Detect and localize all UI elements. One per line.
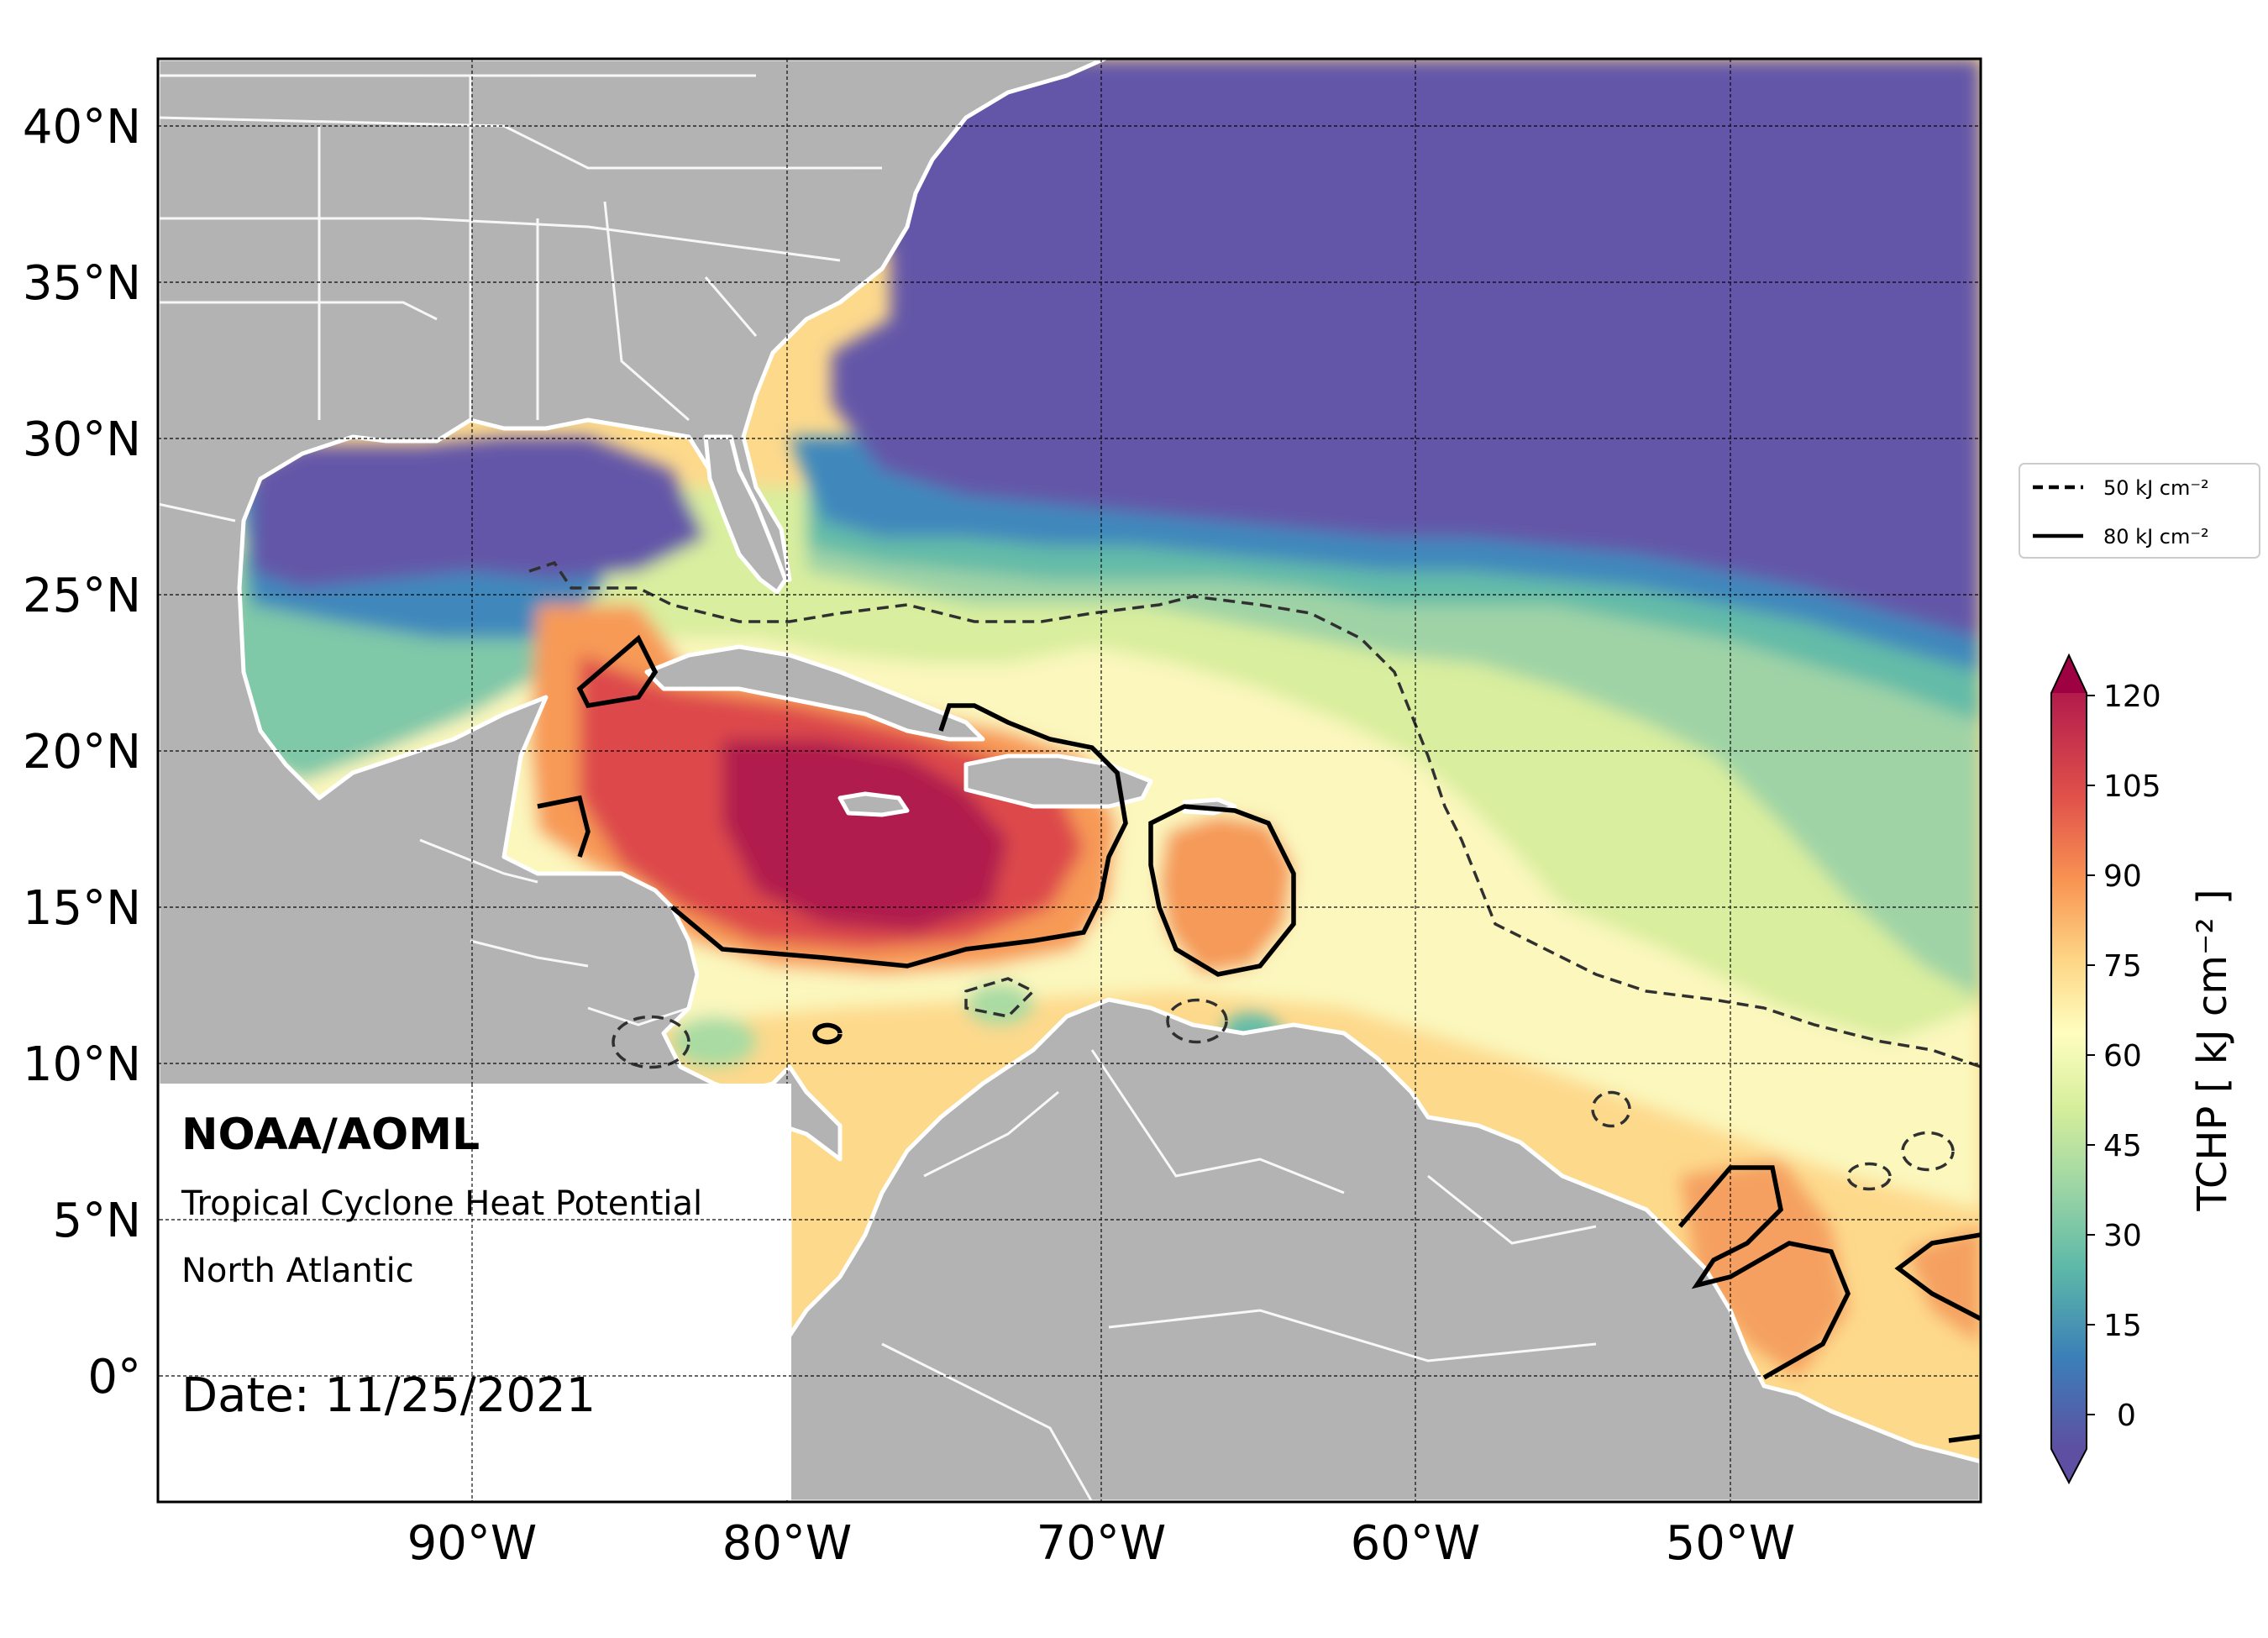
lon-tick-label: 80°W [722,1516,853,1571]
colorbar-bottom-arrow [2051,1449,2087,1483]
land-hispaniola [963,753,1153,809]
tchp-caribbean-crimson [722,739,1008,932]
tchp-green-pocket-1 [672,1016,756,1067]
lat-tick-label: 35°N [23,256,141,311]
figure-subtitle-1: Tropical Cyclone Heat Potential [181,1184,702,1223]
lon-axis: 90°W 80°W 70°W 60°W 50°W [407,1516,1796,1571]
colorbar-tick-label: 45 [2103,1129,2142,1163]
colorbar-tick-label: 105 [2103,769,2161,804]
colorbar-tick-label: 15 [2103,1309,2142,1343]
info-box-bg [160,1084,791,1500]
colorbar-outline [2050,653,2087,1485]
map-frame [156,57,1982,1504]
tchp-field [158,59,1981,1378]
lat-tick-label: 15°N [23,881,141,936]
lat-tick-label: 0° [87,1350,141,1404]
land-florida [703,434,788,595]
tchp-ec-orange [1159,815,1294,974]
land-south-america [753,997,1981,1502]
lat-tick-label: 5°N [52,1194,141,1248]
map-area [158,59,1981,1502]
country-state-borders [158,74,1597,1502]
colorbar-tick-label: 0 [2117,1399,2136,1433]
lon-tick-label: 50°W [1666,1516,1796,1571]
colorbar-tick-label: 75 [2103,949,2142,984]
colorbar-body [2051,693,2087,1449]
colorbar-tick-label: 60 [2103,1039,2142,1074]
info-box-grid [160,1084,791,1500]
tchp-eq-orange-2 [1907,1226,1981,1344]
legend-label-50: 50 kJ cm⁻² [2103,476,2209,500]
lat-tick-label: 10°N [23,1037,141,1092]
tchp-eq-orange-1 [1680,1159,1848,1378]
legend-label-80: 80 kJ cm⁻² [2103,525,2209,549]
lat-axis: 40°N 35°N 30°N 25°N 20°N 15°N 10°N 5°N 0… [23,100,141,1404]
lon-tick-label: 90°W [407,1516,538,1571]
contour-legend: 50 kJ cm⁻² 80 kJ cm⁻² [2019,463,2260,559]
colorbar-tick-label: 30 [2103,1219,2142,1253]
date-label: Date: 11/25/2021 [181,1368,596,1423]
lat-tick-label: 25°N [23,569,141,623]
tchp-green-pocket-3 [966,983,1033,1025]
lon-tick-label: 70°W [1037,1516,1167,1571]
figure-header: NOAA/AOML [181,1110,480,1160]
lat-tick-label: 20°N [23,725,141,780]
colorbar: 120 105 90 75 60 45 30 15 0 TCHP [ kJ cm… [2050,653,2236,1485]
colorbar-label: TCHP [ kJ cm⁻² ] [2189,889,2236,1211]
colorbar-top-arrow [2051,655,2087,693]
lat-tick-label: 30°N [23,412,141,467]
lat-tick-label: 40°N [23,100,141,155]
land-jamaica [837,791,910,817]
contour-50 [528,560,1981,1191]
lon-tick-label: 60°W [1351,1516,1481,1571]
contour-80 [537,634,1981,1443]
tchp-gulf-purple [252,437,706,588]
colorbar-tick-label: 90 [2103,859,2142,894]
colorbar-tick-label: 120 [2103,680,2161,714]
land-cuba [644,644,985,742]
tchp-band-0-atlantic [832,59,1981,638]
colorbar-tick-marks [2087,695,2095,1415]
figure-subtitle-2: North Atlantic [181,1252,414,1290]
